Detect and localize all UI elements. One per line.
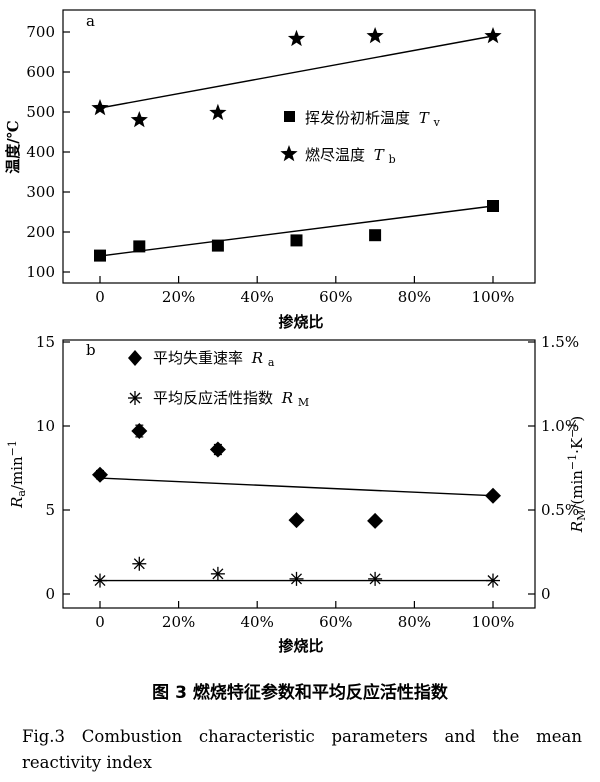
panel-b-plot-frame (62, 339, 536, 609)
figure-caption-english: Fig.3 Combustion characteristic paramete… (22, 727, 582, 772)
tv-square-point (94, 249, 106, 262)
tb-star-point (209, 103, 227, 121)
panel-a-ytick-label: 700 (26, 23, 55, 41)
rm-asterisk-point (368, 571, 383, 586)
tb-star-point (484, 27, 502, 44)
panel-b-xtick-label: 80% (398, 613, 431, 631)
ra-diamond-point (92, 466, 108, 483)
panel-b-reactivity-chart: b 0 5 10 15 0 0.5% 1.0% 1.5% 0 20% 40% 60% 80% 100%… (6, 333, 588, 655)
panel-b-right-ytick-label: 1.5% (541, 333, 579, 351)
ra-diamond-point (209, 441, 226, 458)
panel-b-xtick-label: 60% (319, 613, 352, 631)
panel-a-xtick-label: 20% (162, 288, 195, 306)
panel-b-xtick-label: 20% (162, 613, 195, 631)
tv-square-point (369, 229, 382, 242)
panel-b-xtick-label: 40% (241, 613, 274, 631)
legend-tv-label: 挥发份初析温度 T v (305, 109, 441, 129)
panel-b-right-ytick-label: 0.5% (541, 501, 579, 519)
ra-diamond-point (367, 512, 384, 529)
panel-b-left-ylabel: Ra/min−1 (6, 440, 28, 509)
legend-square-marker (284, 111, 295, 122)
panel-b-label: b (86, 341, 96, 359)
rm-asterisk-point (486, 573, 500, 588)
panel-b-right-ytick-label: 1.0% (541, 417, 579, 435)
rm-asterisk-point (210, 566, 225, 581)
panel-a-ytick-label: 100 (26, 263, 55, 281)
panel-b-right-ylabel: RM/(min−1·K−1) (566, 416, 588, 533)
tb-star-point (287, 29, 306, 47)
panel-a-ylabel: 温度/℃ (4, 120, 22, 173)
legend-asterisk-marker (128, 391, 142, 405)
tb-star-point (130, 111, 148, 128)
ra-diamond-point (131, 423, 148, 440)
tv-square-point (133, 240, 146, 253)
legend-tb-label: 燃尽温度 T b (305, 146, 396, 166)
panel-a-ytick-label: 400 (26, 143, 55, 161)
panel-b-right-ytick-label: 0 (541, 585, 551, 603)
tv-fit-line (99, 205, 494, 257)
figure-caption-chinese: 图 3 燃烧特征参数和平均反应活性指数 (152, 683, 448, 703)
panel-b-left-ytick-label: 10 (36, 417, 55, 435)
panel-a-label: a (86, 12, 95, 30)
panel-a-temperature-chart: a 100 200 300 400 500 600 700 0 20% 40% 60% 80% 100… (4, 9, 536, 331)
tv-square-point (487, 200, 499, 212)
panel-b-legend: 平均失重速率 R a 平均反应活性指数 R M (128, 349, 309, 409)
rm-asterisk-point (132, 556, 147, 571)
legend-diamond-marker (128, 350, 142, 366)
panel-b-xtick-label: 0 (95, 613, 105, 631)
legend-rm-label: 平均反应活性指数 R M (153, 389, 309, 409)
panel-a-ytick-label: 600 (26, 63, 55, 81)
panel-a-ytick-label: 200 (26, 223, 55, 241)
ra-diamond-point (485, 487, 501, 504)
panel-a-xtick-label: 40% (241, 288, 274, 306)
panel-a-xtick-label: 80% (398, 288, 431, 306)
tb-star-point (366, 27, 384, 44)
panel-a-xtick-label: 60% (319, 288, 352, 306)
panel-a-plot-frame (62, 9, 536, 284)
panel-b-left-ytick-label: 15 (36, 333, 55, 351)
legend-ra-label: 平均失重速率 R a (153, 349, 275, 369)
panel-a-legend: 挥发份初析温度 T v 燃尽温度 T b (280, 109, 441, 166)
panel-a-ytick-label: 500 (26, 103, 55, 121)
panel-b-xlabel: 掺烧比 (278, 637, 323, 655)
panel-b-left-ytick-label: 5 (45, 501, 55, 519)
panel-b-xtick-label: 100% (472, 613, 515, 631)
panel-a-xlabel: 掺烧比 (278, 313, 323, 331)
tv-square-point (211, 239, 224, 252)
rm-asterisk-point (289, 571, 304, 586)
tv-square-point (290, 234, 303, 247)
panel-a-xtick-label: 0 (95, 288, 105, 306)
tb-fit-line (99, 35, 494, 109)
rm-asterisk-point (93, 573, 107, 588)
legend-star-marker (280, 145, 298, 162)
panel-b-left-ytick-label: 0 (45, 585, 55, 603)
panel-a-ytick-label: 300 (26, 183, 55, 201)
ra-fit-line (99, 477, 494, 497)
tb-star-point (91, 99, 109, 116)
panel-a-xtick-label: 100% (472, 288, 515, 306)
ra-diamond-point (288, 512, 305, 529)
